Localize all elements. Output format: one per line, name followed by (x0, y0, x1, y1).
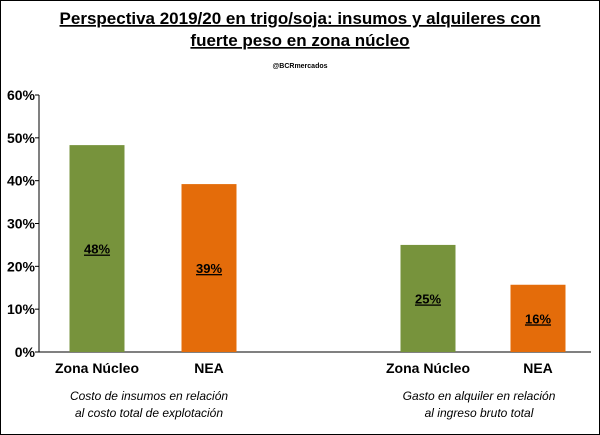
y-tick-label: 10% (7, 301, 36, 317)
group-captions: Costo de insumos en relación al costo tot… (70, 389, 556, 420)
y-tick-label: 0% (15, 344, 36, 360)
category-labels: Zona Núcleo NEA Zona Núcleo NEA (55, 360, 553, 376)
chart-title-line-1: Perspectiva 2019/20 en trigo/soja: insum… (60, 9, 541, 28)
y-axis-ticks: 0% 10% 20% 30% 40% 50% 60% (7, 87, 39, 360)
bar-data-label: 39% (196, 261, 222, 276)
category-label: NEA (523, 360, 553, 376)
group-caption-line: al costo total de explotación (75, 406, 223, 420)
bars-layer: 48% 39% 25% 16% (69, 145, 566, 352)
bar-data-label: 25% (415, 291, 441, 306)
group-caption-line: Costo de insumos en relación (70, 389, 228, 403)
bar-data-label: 16% (525, 311, 551, 326)
y-tick-label: 60% (7, 87, 36, 103)
bar-data-label: 48% (84, 242, 110, 257)
bar-1-1 (69, 145, 125, 352)
chart-title-line-2: fuerte peso en zona núcleo (190, 31, 409, 50)
category-label: Zona Núcleo (55, 360, 139, 376)
bar-2-2 (510, 284, 566, 352)
bar-2-1 (400, 244, 456, 352)
group-caption-line: al ingreso bruto total (425, 406, 534, 420)
group-caption-line: Gasto en alquiler en relación (403, 389, 556, 403)
y-tick-label: 40% (7, 173, 36, 189)
y-tick-label: 50% (7, 130, 36, 146)
y-tick-label: 30% (7, 216, 36, 232)
bar-1-2 (181, 184, 237, 352)
chart-credit: @BCRmercados (272, 63, 327, 70)
y-tick-label: 20% (7, 258, 36, 274)
category-label: Zona Núcleo (386, 360, 470, 376)
category-label: NEA (194, 360, 224, 376)
